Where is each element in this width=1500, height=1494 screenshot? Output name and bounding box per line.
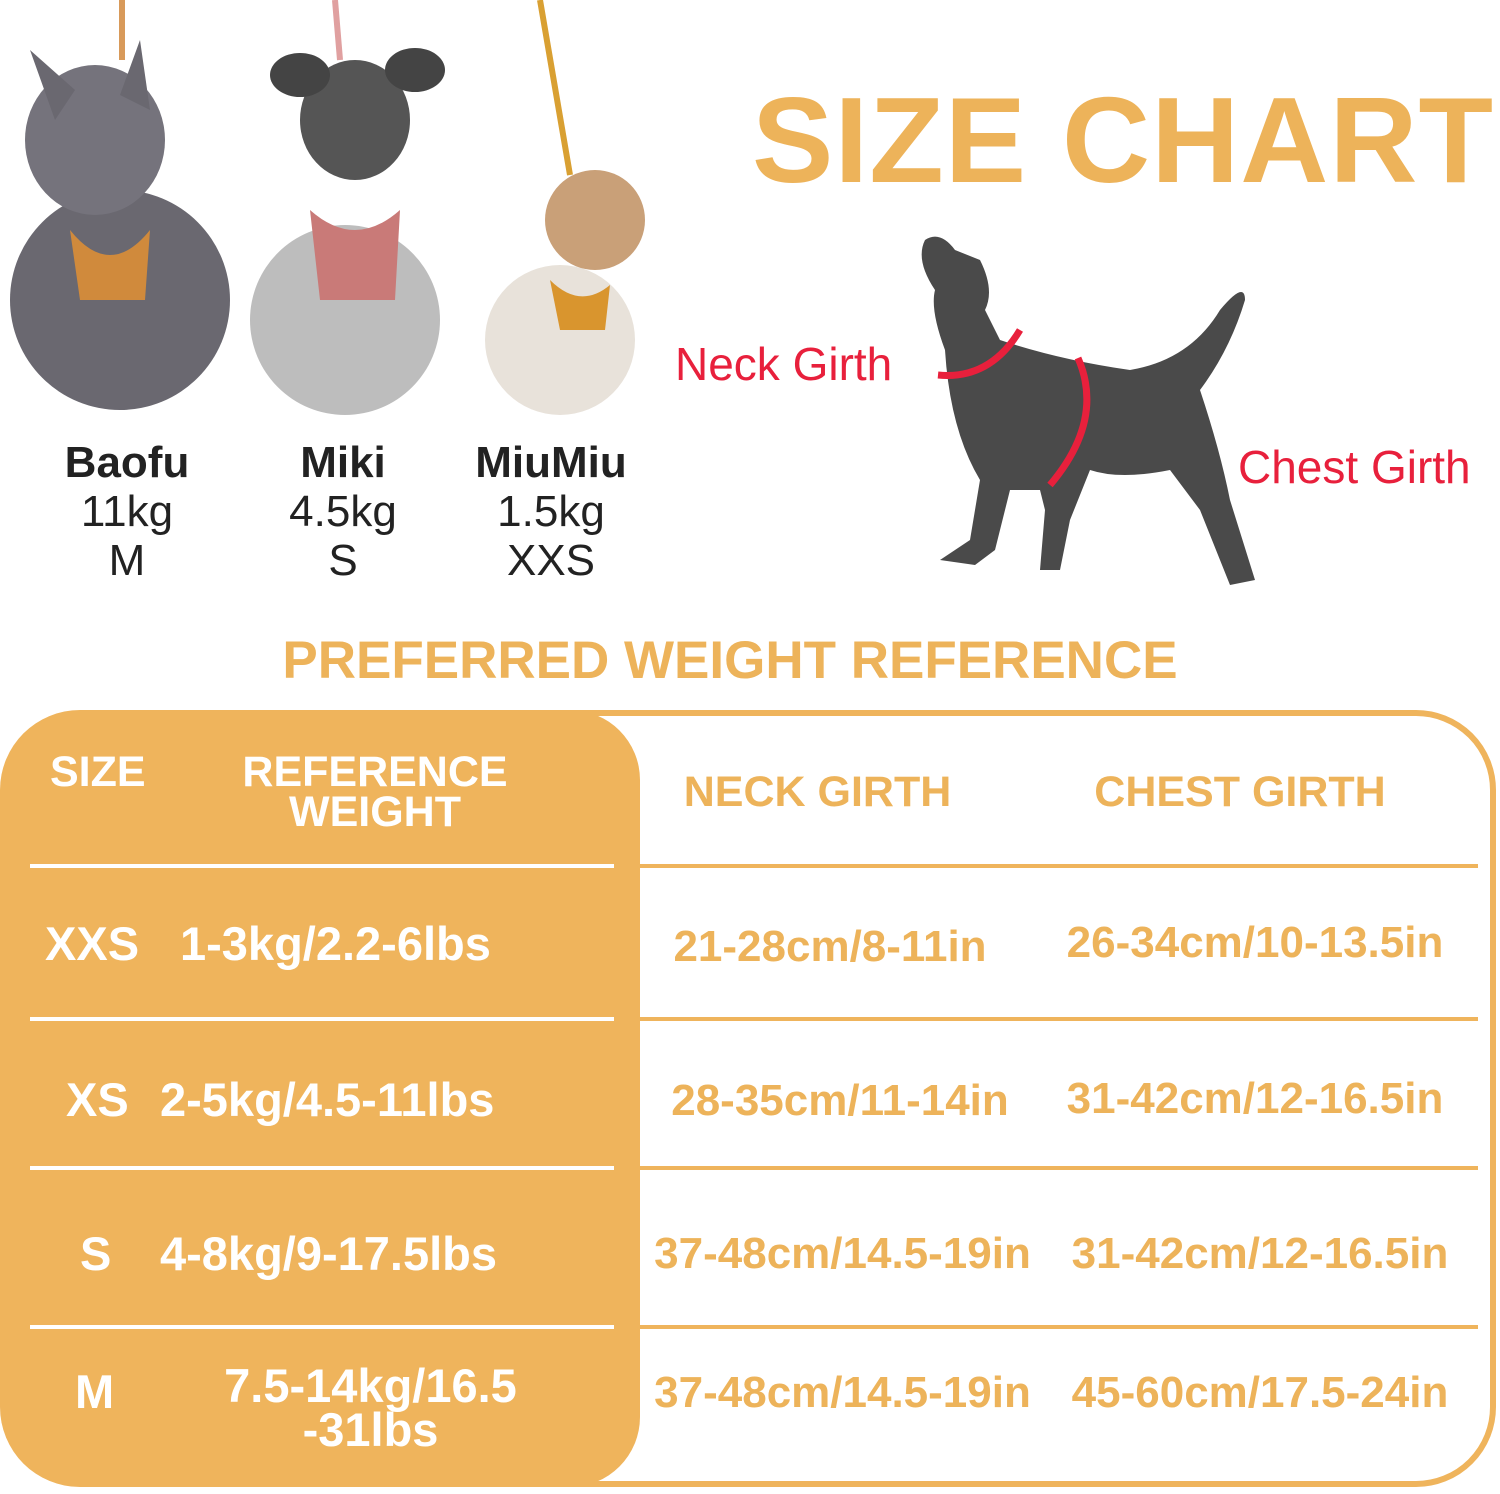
- header-weight: REFERENCE WEIGHT: [210, 748, 540, 836]
- dog-caption-baofu: Baofu 11kg M: [17, 438, 237, 585]
- row-size: S: [80, 1227, 112, 1280]
- dog-name: Baofu: [64, 438, 190, 487]
- row-divider: [640, 1325, 1478, 1329]
- header-weight-line1: REFERENCE: [242, 748, 508, 796]
- dog-size: S: [328, 536, 358, 585]
- header-neck: NECK GIRTH: [683, 768, 952, 816]
- row-neck: 37-48cm/14.5-19in: [654, 1229, 1031, 1278]
- row-size: M: [75, 1365, 115, 1418]
- row-divider: [30, 864, 614, 868]
- dog-weight: 4.5kg: [289, 487, 397, 536]
- dog-baofu: [10, 40, 230, 410]
- row-divider: [30, 1325, 614, 1329]
- row-weight: 1-3kg/2.2-6lbs: [180, 917, 491, 970]
- dog-weight: 11kg: [80, 487, 174, 536]
- row-divider: [640, 1166, 1478, 1170]
- dog-caption-miki: Miki 4.5kg S: [233, 438, 453, 585]
- row-neck: 37-48cm/14.5-19in: [654, 1368, 1031, 1417]
- neck-girth-label: Neck Girth: [675, 338, 893, 390]
- dog-name: Miki: [300, 438, 386, 487]
- row-divider: [30, 1017, 614, 1021]
- row-size: XS: [66, 1073, 129, 1126]
- row-neck: 28-35cm/11-14in: [671, 1076, 1009, 1125]
- size-weight-panel: [0, 710, 640, 1487]
- page-title: SIZE CHART: [752, 72, 1494, 208]
- dog-miumiu: [485, 170, 645, 415]
- dog-name: MiuMiu: [475, 438, 627, 487]
- dog-silhouette: [921, 236, 1255, 585]
- header-chest: CHEST GIRTH: [1094, 768, 1386, 816]
- dog-caption-miumiu: MiuMiu 1.5kg XXS: [441, 438, 661, 585]
- row-size: XXS: [45, 917, 140, 970]
- leash-miumiu: [537, 0, 573, 176]
- row-neck: 21-28cm/8-11in: [673, 922, 987, 971]
- row-weight-line1: 7.5-14kg/16.5: [224, 1359, 517, 1412]
- chest-girth-line: [1047, 356, 1091, 488]
- row-divider: [640, 1017, 1478, 1021]
- row-divider: [640, 864, 1478, 868]
- leash-miki: [332, 0, 343, 61]
- header-size: SIZE: [50, 748, 146, 796]
- row-weight: 4-8kg/9-17.5lbs: [160, 1227, 498, 1280]
- dog-photos: [10, 0, 645, 415]
- neck-girth-line: [937, 328, 1024, 379]
- row-weight-line2: -31lbs: [302, 1403, 439, 1456]
- row-chest: 31-42cm/12-16.5in: [1071, 1229, 1449, 1278]
- row-chest: 45-60cm/17.5-24in: [1071, 1368, 1449, 1417]
- row-chest: 31-42cm/12-16.5in: [1066, 1074, 1444, 1123]
- dog-weight: 1.5kg: [497, 487, 605, 536]
- header-weight-line2: WEIGHT: [289, 788, 461, 836]
- dog-size: XXS: [506, 536, 596, 585]
- row-divider: [30, 1166, 614, 1170]
- row-weight: 2-5kg/4.5-11lbs: [160, 1073, 495, 1126]
- section-subtitle: PREFERRED WEIGHT REFERENCE: [282, 631, 1178, 690]
- row-weight: 7.5-14kg/16.5 -31lbs: [178, 1359, 563, 1456]
- dog-size: M: [108, 536, 146, 585]
- row-chest: 26-34cm/10-13.5in: [1066, 918, 1444, 967]
- dog-miki: [250, 48, 445, 415]
- chest-girth-label: Chest Girth: [1238, 441, 1471, 493]
